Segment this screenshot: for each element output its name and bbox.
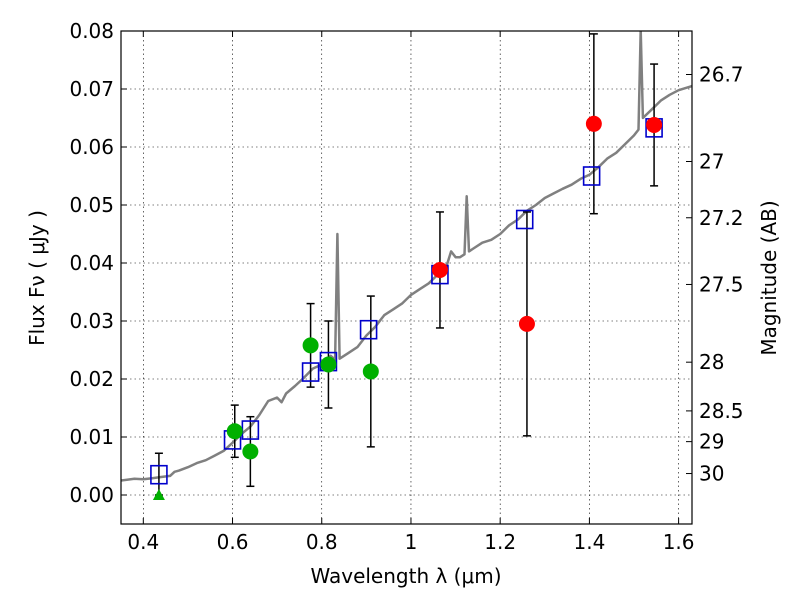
right-tick-label: 29 xyxy=(699,430,724,454)
x-tick-label: 1 xyxy=(405,530,418,554)
y-tick-label: 0.03 xyxy=(69,309,114,333)
green-detection-point xyxy=(320,356,337,373)
x-tick-label: 1.6 xyxy=(663,530,695,554)
green-upper-limit-triangle xyxy=(152,489,165,500)
green-detection-point xyxy=(226,423,243,440)
plot-area xyxy=(121,31,692,500)
right-tick-label: 30 xyxy=(699,462,724,486)
green-detection-point xyxy=(362,363,379,380)
x-tick-label: 0.4 xyxy=(127,530,159,554)
right-tick-label: 27.2 xyxy=(699,206,744,230)
green-detection-point xyxy=(302,337,319,354)
synthetic-photometry-square xyxy=(582,166,601,186)
right-tick-label: 27.5 xyxy=(699,272,744,296)
red-detection-point xyxy=(585,115,602,132)
right-tick-label: 27 xyxy=(699,150,724,174)
y-tick-label: 0.02 xyxy=(69,367,114,391)
y-tick-label: 0.06 xyxy=(69,135,114,159)
synthetic-photometry-square xyxy=(150,464,168,485)
synthetic-photometry-square xyxy=(359,319,378,340)
y-tick-label: 0.01 xyxy=(69,425,114,449)
plot-frame xyxy=(120,30,693,525)
x-tick-label: 1.4 xyxy=(573,530,605,554)
y-tick-label: 0.07 xyxy=(69,77,114,101)
y-tick-label: 0.04 xyxy=(69,251,114,275)
y-axis-title: Flux Fν ( μJy ) xyxy=(25,210,49,346)
y-tick-label: 0.00 xyxy=(69,483,114,507)
x-tick-label: 0.6 xyxy=(217,530,249,554)
red-detection-point xyxy=(518,315,535,332)
red-detection-point xyxy=(431,261,448,278)
right-tick-label: 28 xyxy=(699,350,724,374)
synthetic-photometry-square xyxy=(301,362,320,382)
grid-lines xyxy=(121,30,692,524)
red-detection-point xyxy=(646,116,663,133)
x-tick-label: 1.2 xyxy=(484,530,516,554)
right-axis-title: Magnitude (AB) xyxy=(757,200,781,355)
synthetic-photometry-square xyxy=(515,209,534,230)
x-axis-title: Wavelength λ (μm) xyxy=(310,564,501,588)
y-tick-label: 0.05 xyxy=(69,193,114,217)
right-tick-label: 28.5 xyxy=(699,399,744,423)
y-tick-label: 0.08 xyxy=(69,19,114,43)
x-tick-label: 0.8 xyxy=(306,530,338,554)
green-detection-point xyxy=(242,443,259,460)
right-tick-label: 26.7 xyxy=(699,63,744,87)
axis-ticks: 0.4 0.6 0.8 1 1.2 1.4 1.6 0.00 0.01 0.02 0.03 0.04 0… xyxy=(69,19,743,554)
